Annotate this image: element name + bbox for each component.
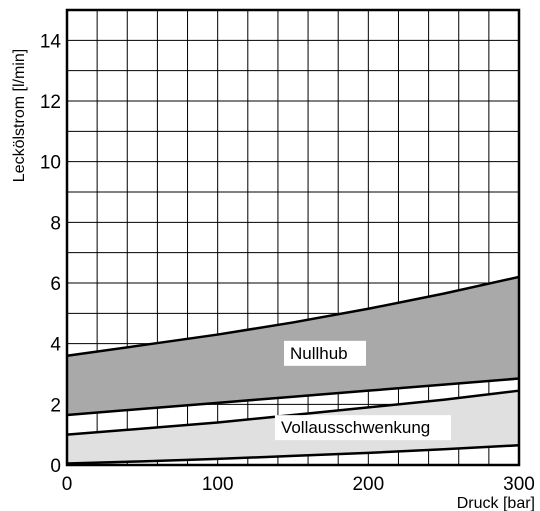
region-label: Vollausschwenkung (281, 418, 430, 437)
plot-frame (65, 8, 521, 467)
region-label: Nullhub (290, 344, 348, 363)
x-tick-label: 300 (503, 474, 535, 495)
region-2-lower-curve (66, 444, 520, 465)
y-tick-label: 14 (40, 31, 62, 52)
region-label-box (283, 340, 366, 366)
y-axis-label: Lecköl­strom [l/min] (11, 49, 28, 182)
y-tick-label: 10 (40, 153, 61, 174)
x-tick-label: 100 (202, 474, 234, 495)
x-tick-label: 200 (352, 474, 384, 495)
y-tick-label: 4 (50, 335, 61, 356)
y-tick-label: 0 (50, 456, 61, 477)
region-labels: Nullhub Vollausschwenkung (274, 340, 451, 441)
tick-labels: 0 100 200 300 0 2 4 6 8 10 12 14 (40, 31, 535, 495)
x-tick-label: 0 (62, 474, 73, 495)
y-tick-label: 12 (40, 92, 61, 113)
y-tick-label: 2 (50, 395, 61, 416)
y-tick-label: 8 (50, 213, 61, 234)
region-2-upper-curve (66, 389, 520, 436)
y-tick-label: 6 (50, 274, 61, 295)
region-1-upper-curve (66, 275, 520, 358)
region-label-box (274, 415, 451, 441)
region-1-lower-curve (66, 377, 520, 417)
x-axis-label: Druck [bar] (457, 495, 535, 511)
